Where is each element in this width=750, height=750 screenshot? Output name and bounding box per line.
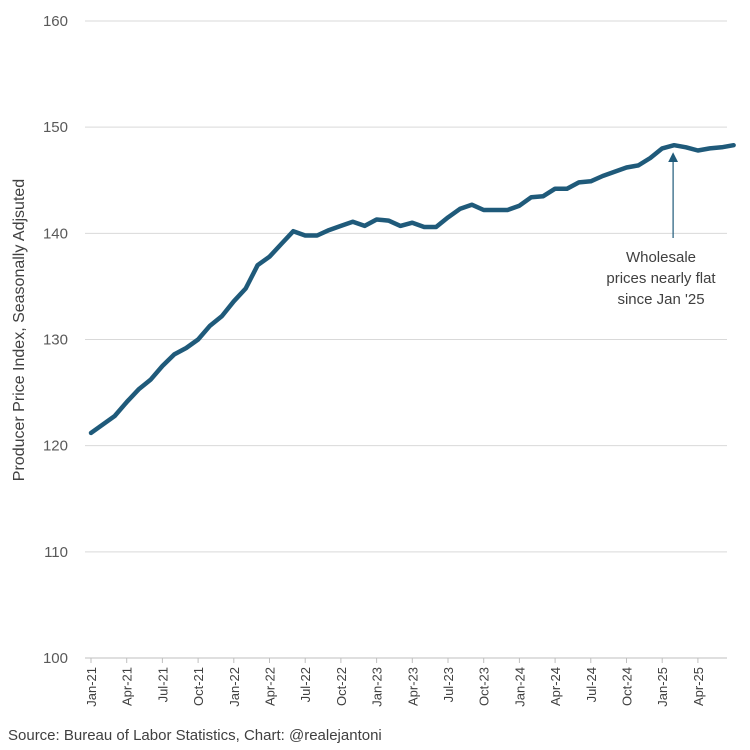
x-tick-label: Oct-24 (620, 667, 635, 706)
x-tick-label: Oct-21 (191, 667, 206, 706)
y-tick-label: 140 (43, 225, 68, 242)
source-note: Source: Bureau of Labor Statistics, Char… (8, 727, 382, 744)
annotation-text: since Jan '25 (617, 291, 704, 308)
y-axis-label: Producer Price Index, Seasonally Adjsute… (11, 179, 28, 481)
gridlines (85, 20, 727, 553)
x-axis: Jan-21 Apr-21 Jul-21 Oct-21 Jan-22 Apr-22 Jul-… (84, 657, 727, 707)
x-tick-label: Apr-21 (120, 667, 135, 706)
series-layer (88, 142, 736, 436)
x-tick-label: Oct-22 (334, 667, 349, 706)
y-axis-ticks: 100 110 120 130 140 150 160 (43, 13, 68, 667)
x-tick-label: Oct-23 (477, 667, 492, 706)
x-tick-label: Jan-24 (512, 667, 527, 707)
x-tick-label: Apr-24 (548, 667, 563, 706)
y-tick-label: 160 (43, 13, 68, 30)
x-tick-label: Jul-24 (584, 667, 599, 702)
x-tick-label: Jan-22 (227, 667, 242, 707)
x-tick-label: Jan-23 (370, 667, 385, 707)
y-tick-label: 110 (44, 544, 68, 561)
x-tick-label: Jul-22 (298, 667, 313, 702)
x-tick-label: Jul-23 (441, 667, 456, 702)
y-tick-label: 100 (43, 650, 68, 667)
x-tick-label: Jan-25 (655, 667, 670, 707)
x-tick-label: Apr-25 (691, 667, 706, 706)
x-tick-label: Jan-21 (84, 667, 99, 707)
annotation: Wholesale prices nearly flat since Jan '25 (606, 152, 716, 308)
series-line (88, 142, 736, 436)
x-tick-label: Jul-21 (155, 667, 170, 702)
x-tick-label: Apr-22 (263, 667, 278, 706)
annotation-text: prices nearly flat (606, 270, 716, 287)
annotation-text: Wholesale (626, 249, 696, 266)
y-tick-label: 130 (43, 332, 68, 349)
y-tick-label: 120 (43, 438, 68, 455)
x-tick-label: Apr-23 (405, 667, 420, 706)
y-tick-label: 150 (43, 119, 68, 136)
